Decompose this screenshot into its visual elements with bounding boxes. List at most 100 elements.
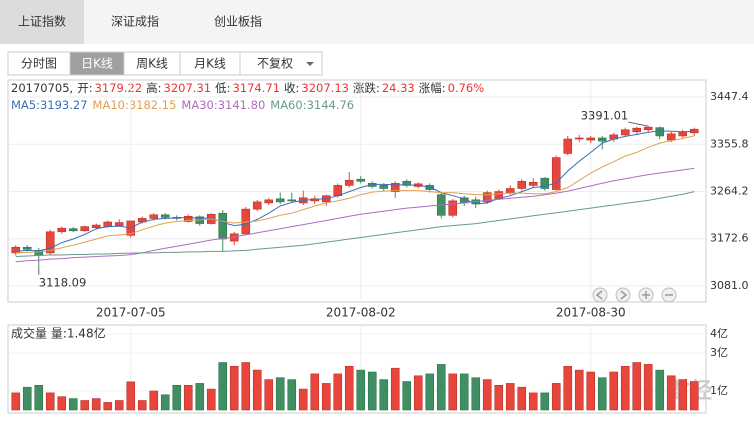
info-value: 3207.31 [164,81,212,95]
candle-body [517,180,527,189]
dropdown-arrow [306,62,314,66]
volume-bar [666,375,676,411]
nav-left[interactable] [592,287,608,303]
index-tab[interactable]: 深证成指 [111,14,159,29]
volume-bar [379,379,389,411]
info-date: 20170705, [11,81,73,95]
volume-title: 成交量 量:1.48亿 [11,326,106,341]
volume-bar [494,384,504,411]
volume-bar [609,371,619,411]
y-tick-label: 3355.8 [710,137,749,150]
volume-bar [632,362,642,411]
period-tab-label[interactable]: 周K线 [136,57,168,71]
candle-body [551,157,561,190]
volume-bar [287,379,297,411]
candle-body [528,182,538,186]
candle-body [643,126,653,131]
period-tab-label[interactable]: 月K线 [194,57,226,71]
info-value: 3174.71 [232,81,280,95]
volume-bar [436,364,446,411]
annotation: 3118.09 [39,275,87,289]
volume-bar [643,364,653,411]
volume-bar [390,367,400,411]
volume-bar [183,384,193,411]
info-label: 高: [146,81,161,95]
period-tab[interactable] [239,51,323,76]
candle-body [597,137,607,142]
volume-bar [275,377,285,411]
ma-legend: MA5:3193.27 MA10:3182.15 MA30:3141.80 MA60:… [11,98,354,112]
candle-body [379,185,389,189]
period-tab-label[interactable]: 分时图 [21,57,57,71]
info-value: 3207.13 [301,81,349,95]
ma-line [15,167,695,263]
candle-body [505,188,515,193]
volume-bar [574,369,584,411]
candle-body [80,226,90,232]
volume-bar [505,383,515,411]
volume-bar [425,373,435,411]
ma-line [15,130,695,252]
info-value: 24.33 [382,81,415,95]
volume-tick-label: 1亿 [710,384,728,397]
index-tab[interactable]: 上证指数 [18,14,66,29]
period-tab-label[interactable]: 日K线 [81,57,113,71]
volume-bar [517,386,527,411]
volume-bar [195,383,205,411]
candle-body [45,231,55,254]
volume-bar [689,381,699,411]
volume-bar [172,384,182,411]
info-label: 涨幅: [419,81,446,95]
candle-body [356,178,366,182]
volume-bar [597,377,607,411]
volume-tick-label: 4亿 [710,327,728,340]
candle-body [252,201,262,210]
info-value: 3179.22 [95,81,143,95]
info-line: 20170705, 开: 3179.22 高: 3207.31 低: 3174.71 收: 32… [11,81,484,95]
y-tick-label: 3081.0 [710,279,749,292]
volume-bar [321,383,331,411]
candle-body [218,212,228,240]
candle-body [402,180,412,186]
volume-bar [678,379,688,411]
candle-body [563,138,573,154]
info-label: 收: [284,81,299,95]
volume-bar [91,398,101,411]
volume-bar [448,373,458,411]
candle-body [482,192,492,203]
volume-bar [402,381,412,411]
nav-right[interactable] [615,287,631,303]
volume-bar [241,362,251,411]
index-tab[interactable]: 创业板指 [214,14,262,29]
x-tick-label: 2017-08-30 [556,306,626,320]
info-label: 涨跌: [353,81,380,95]
volume-bar [11,392,21,411]
nav-icons [595,290,673,300]
volume-bar [80,400,90,411]
candle-body [586,137,596,141]
candle-body [275,198,285,203]
volume-bar [620,365,630,411]
ma-line [15,135,695,254]
candle-body [344,179,354,186]
volume-bar [149,390,159,411]
candle-body [287,199,297,202]
volume-bar [68,398,78,411]
candle-body [632,127,642,133]
candle-body [574,137,584,140]
period-tab-label[interactable]: 不复权 [257,57,293,71]
volume-bar [367,371,377,411]
volume-bar [298,388,308,411]
volume-tick-label: 3亿 [710,346,728,359]
volume-bar [655,369,665,411]
volume-bar [103,402,113,411]
x-tick-label: 2017-07-05 [96,306,166,320]
volume-bar [563,365,573,411]
volume-bar [229,365,239,411]
tab-bar [0,0,754,44]
candle-body [666,133,676,141]
nav-buttons[interactable] [592,287,677,303]
volume-frame [7,324,707,414]
